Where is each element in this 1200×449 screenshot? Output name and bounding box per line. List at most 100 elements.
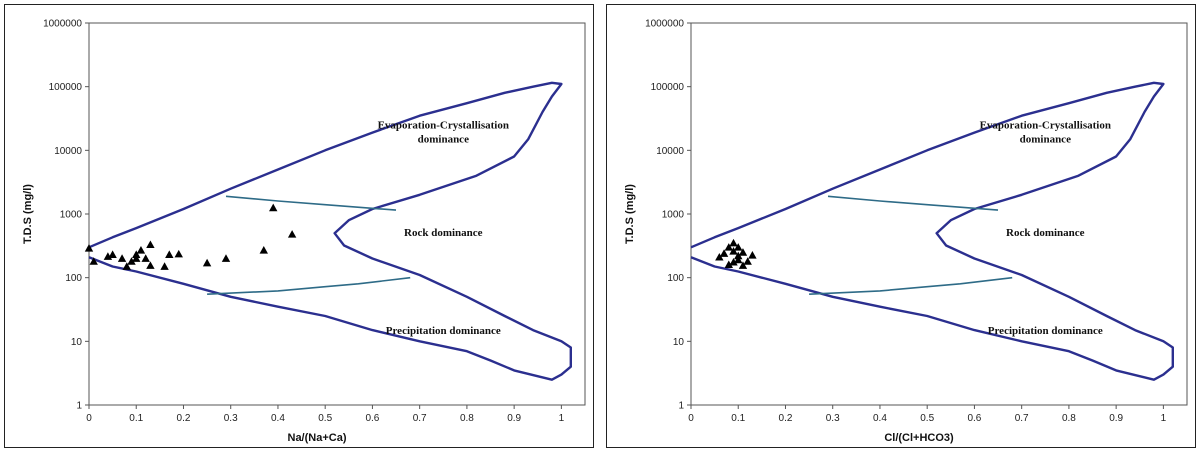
lower-divider-line: [809, 276, 1013, 295]
region-label-line: Rock dominance: [404, 227, 483, 239]
x-tick-label: 0: [688, 413, 694, 424]
data-point-triangle: [146, 261, 155, 269]
y-tick-label: 1000000: [43, 19, 82, 30]
x-tick-label: 0.7: [413, 413, 427, 424]
region-label: Rock dominance: [404, 227, 483, 239]
chart-svg-cations: 1 10 100 1000 10000 100000 1000000 0 0.1 0.2 0.3 0.…: [22, 19, 586, 444]
data-point-triangle: [734, 255, 743, 264]
y-tick-label: 1: [678, 401, 684, 412]
data-point-triangle: [729, 247, 738, 255]
data-point-triangle: [117, 254, 127, 262]
gibbs-envelope-boundary: [88, 81, 572, 381]
x-tick-label: 0.7: [1015, 413, 1029, 424]
data-point-triangle: [108, 250, 117, 258]
data-point-triangle: [174, 249, 183, 258]
x-tick-label: 0.3: [224, 413, 238, 424]
region-label-line: Rock dominance: [1006, 227, 1085, 239]
y-tick-label: 100000: [651, 82, 685, 93]
upper-divider-line: [225, 195, 397, 211]
y-tick-label: 10: [71, 337, 83, 348]
y-tick-label: 1000: [60, 210, 83, 221]
data-point-triangle: [221, 254, 231, 262]
data-point-triangle: [202, 258, 212, 267]
gibbs-plot-anions: 1 10 100 1000 10000 100000 1000000 0 0.1 0.2 0.3 0.…: [606, 4, 1196, 448]
data-point-triangle: [715, 252, 724, 261]
x-tick-label: 0.4: [271, 413, 285, 424]
x-tick-label: 0.6: [967, 413, 981, 424]
data-point-triangle: [165, 250, 174, 258]
data-point-triangle: [724, 260, 733, 269]
region-label-line: dominance: [418, 134, 469, 146]
data-point-triangle: [269, 203, 278, 212]
x-tick-label: 0.6: [365, 413, 379, 424]
upper-divider-line: [827, 195, 999, 211]
y-tick-label: 100: [667, 273, 684, 284]
data-point-triangle: [734, 243, 743, 251]
plot-area: [690, 22, 1188, 406]
y-tick-label: 1000: [662, 210, 685, 221]
x-tick-label: 0.8: [1062, 413, 1076, 424]
x-tick-label: 0.5: [920, 413, 934, 424]
x-tick-label: 0.2: [177, 413, 191, 424]
region-label-line: Evaporation-Crystallisation: [980, 120, 1111, 132]
data-point-triangle: [132, 250, 141, 258]
region-label-line: Precipitation dominance: [988, 325, 1103, 337]
y-tick-label: 10000: [656, 146, 684, 157]
region-label: Evaporation-Crystallisation dominance: [378, 120, 509, 146]
y-tick-label: 10000: [54, 146, 82, 157]
data-point-triangle: [738, 261, 748, 269]
x-tick-label: 0.1: [129, 413, 143, 424]
data-point-triangle: [729, 238, 738, 247]
region-label: Rock dominance: [1006, 227, 1085, 239]
data-point-triangle: [259, 246, 268, 254]
data-point-triangle: [89, 257, 98, 265]
y-tick-label: 10: [673, 337, 685, 348]
x-tick-label: 0.2: [779, 413, 793, 424]
chart-svg-anions: 1 10 100 1000 10000 100000 1000000 0 0.1 0.2 0.3 0.…: [624, 19, 1188, 444]
data-point-triangle: [160, 262, 169, 270]
x-tick-label: 0.1: [731, 413, 745, 424]
plot-area: [88, 22, 586, 406]
data-point-triangle: [743, 257, 752, 265]
data-point-triangle: [287, 230, 297, 238]
y-tick-label: 100: [65, 273, 82, 284]
x-axis-title: Na/(Na+Ca): [288, 432, 347, 444]
x-tick-label: 0.4: [873, 413, 887, 424]
data-point-triangle: [748, 251, 757, 259]
x-tick-label: 1: [559, 413, 565, 424]
x-tick-label: 0.3: [826, 413, 840, 424]
y-tick-label: 1: [76, 401, 82, 412]
region-label-line: Precipitation dominance: [386, 325, 501, 337]
lower-divider-line: [207, 276, 411, 295]
region-label: Precipitation dominance: [386, 325, 501, 337]
x-tick-label: 0.8: [460, 413, 474, 424]
data-point-triangle: [146, 240, 155, 249]
data-point-triangle: [132, 254, 141, 262]
data-point-triangle: [729, 257, 738, 266]
x-tick-label: 0.5: [318, 413, 332, 424]
y-axis-title: T.D.S (mg/l): [624, 184, 636, 244]
x-tick-label: 0.9: [507, 413, 521, 424]
gibbs-plot-cations: 1 10 100 1000 10000 100000 1000000 0 0.1 0.2 0.3 0.…: [4, 4, 594, 448]
data-point-triangle: [734, 251, 743, 260]
data-point-triangle: [724, 243, 733, 251]
x-axis-title: Cl/(Cl+HCO3): [884, 432, 954, 444]
region-label: Evaporation-Crystallisation dominance: [980, 120, 1111, 146]
y-axis-title: T.D.S (mg/l): [22, 184, 34, 244]
region-label-line: dominance: [1020, 134, 1071, 146]
y-tick-label: 1000000: [645, 19, 684, 30]
x-tick-label: 0.9: [1109, 413, 1123, 424]
x-tick-label: 1: [1161, 413, 1167, 424]
region-label: Precipitation dominance: [988, 325, 1103, 337]
data-point-triangle: [122, 262, 131, 270]
data-point-triangle: [141, 254, 150, 262]
y-tick-label: 100000: [49, 82, 83, 93]
data-point-triangle: [719, 249, 729, 257]
data-point-triangle: [127, 257, 136, 265]
data-point-triangle: [84, 244, 94, 252]
x-tick-label: 0: [86, 413, 92, 424]
region-label-line: Evaporation-Crystallisation: [378, 120, 509, 132]
data-point-triangle: [136, 246, 146, 254]
gibbs-envelope-boundary: [690, 81, 1174, 381]
data-point-triangle: [738, 248, 748, 256]
